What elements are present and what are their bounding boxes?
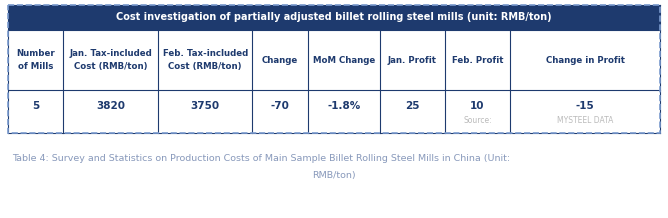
Text: Table 4: Survey and Statistics on Production Costs of Main Sample Billet Rolling: Table 4: Survey and Statistics on Produc…	[12, 153, 510, 162]
Bar	[8, 90, 660, 133]
Bar	[8, 5, 660, 30]
Text: -70: -70	[271, 101, 290, 111]
Text: MoM Change: MoM Change	[313, 56, 375, 65]
Text: MYSTEEL DATA: MYSTEEL DATA	[557, 116, 613, 126]
Text: Change in Profit: Change in Profit	[546, 56, 625, 65]
Text: Feb. Tax-included
Cost (RMB/ton): Feb. Tax-included Cost (RMB/ton)	[162, 49, 248, 71]
Text: Source:: Source:	[463, 116, 492, 126]
Text: Jan. Tax-included
Cost (RMB/ton): Jan. Tax-included Cost (RMB/ton)	[69, 49, 152, 71]
Text: 3750: 3750	[190, 101, 220, 111]
Bar	[8, 30, 660, 90]
Text: Jan. Profit: Jan. Profit	[387, 56, 437, 65]
Text: Feb. Profit: Feb. Profit	[452, 56, 503, 65]
Bar	[8, 5, 660, 133]
Text: 25: 25	[405, 101, 420, 111]
Text: 3820: 3820	[96, 101, 125, 111]
Text: -1.8%: -1.8%	[327, 101, 361, 111]
Text: 5: 5	[32, 101, 39, 111]
Text: -15: -15	[576, 101, 595, 111]
Text: RMB/ton): RMB/ton)	[312, 170, 356, 179]
Text: 10: 10	[470, 101, 485, 111]
Text: Number
of Mills: Number of Mills	[16, 49, 55, 71]
Text: Change: Change	[262, 56, 299, 65]
Text: Cost investigation of partially adjusted billet rolling steel mills (unit: RMB/t: Cost investigation of partially adjusted…	[116, 12, 552, 22]
